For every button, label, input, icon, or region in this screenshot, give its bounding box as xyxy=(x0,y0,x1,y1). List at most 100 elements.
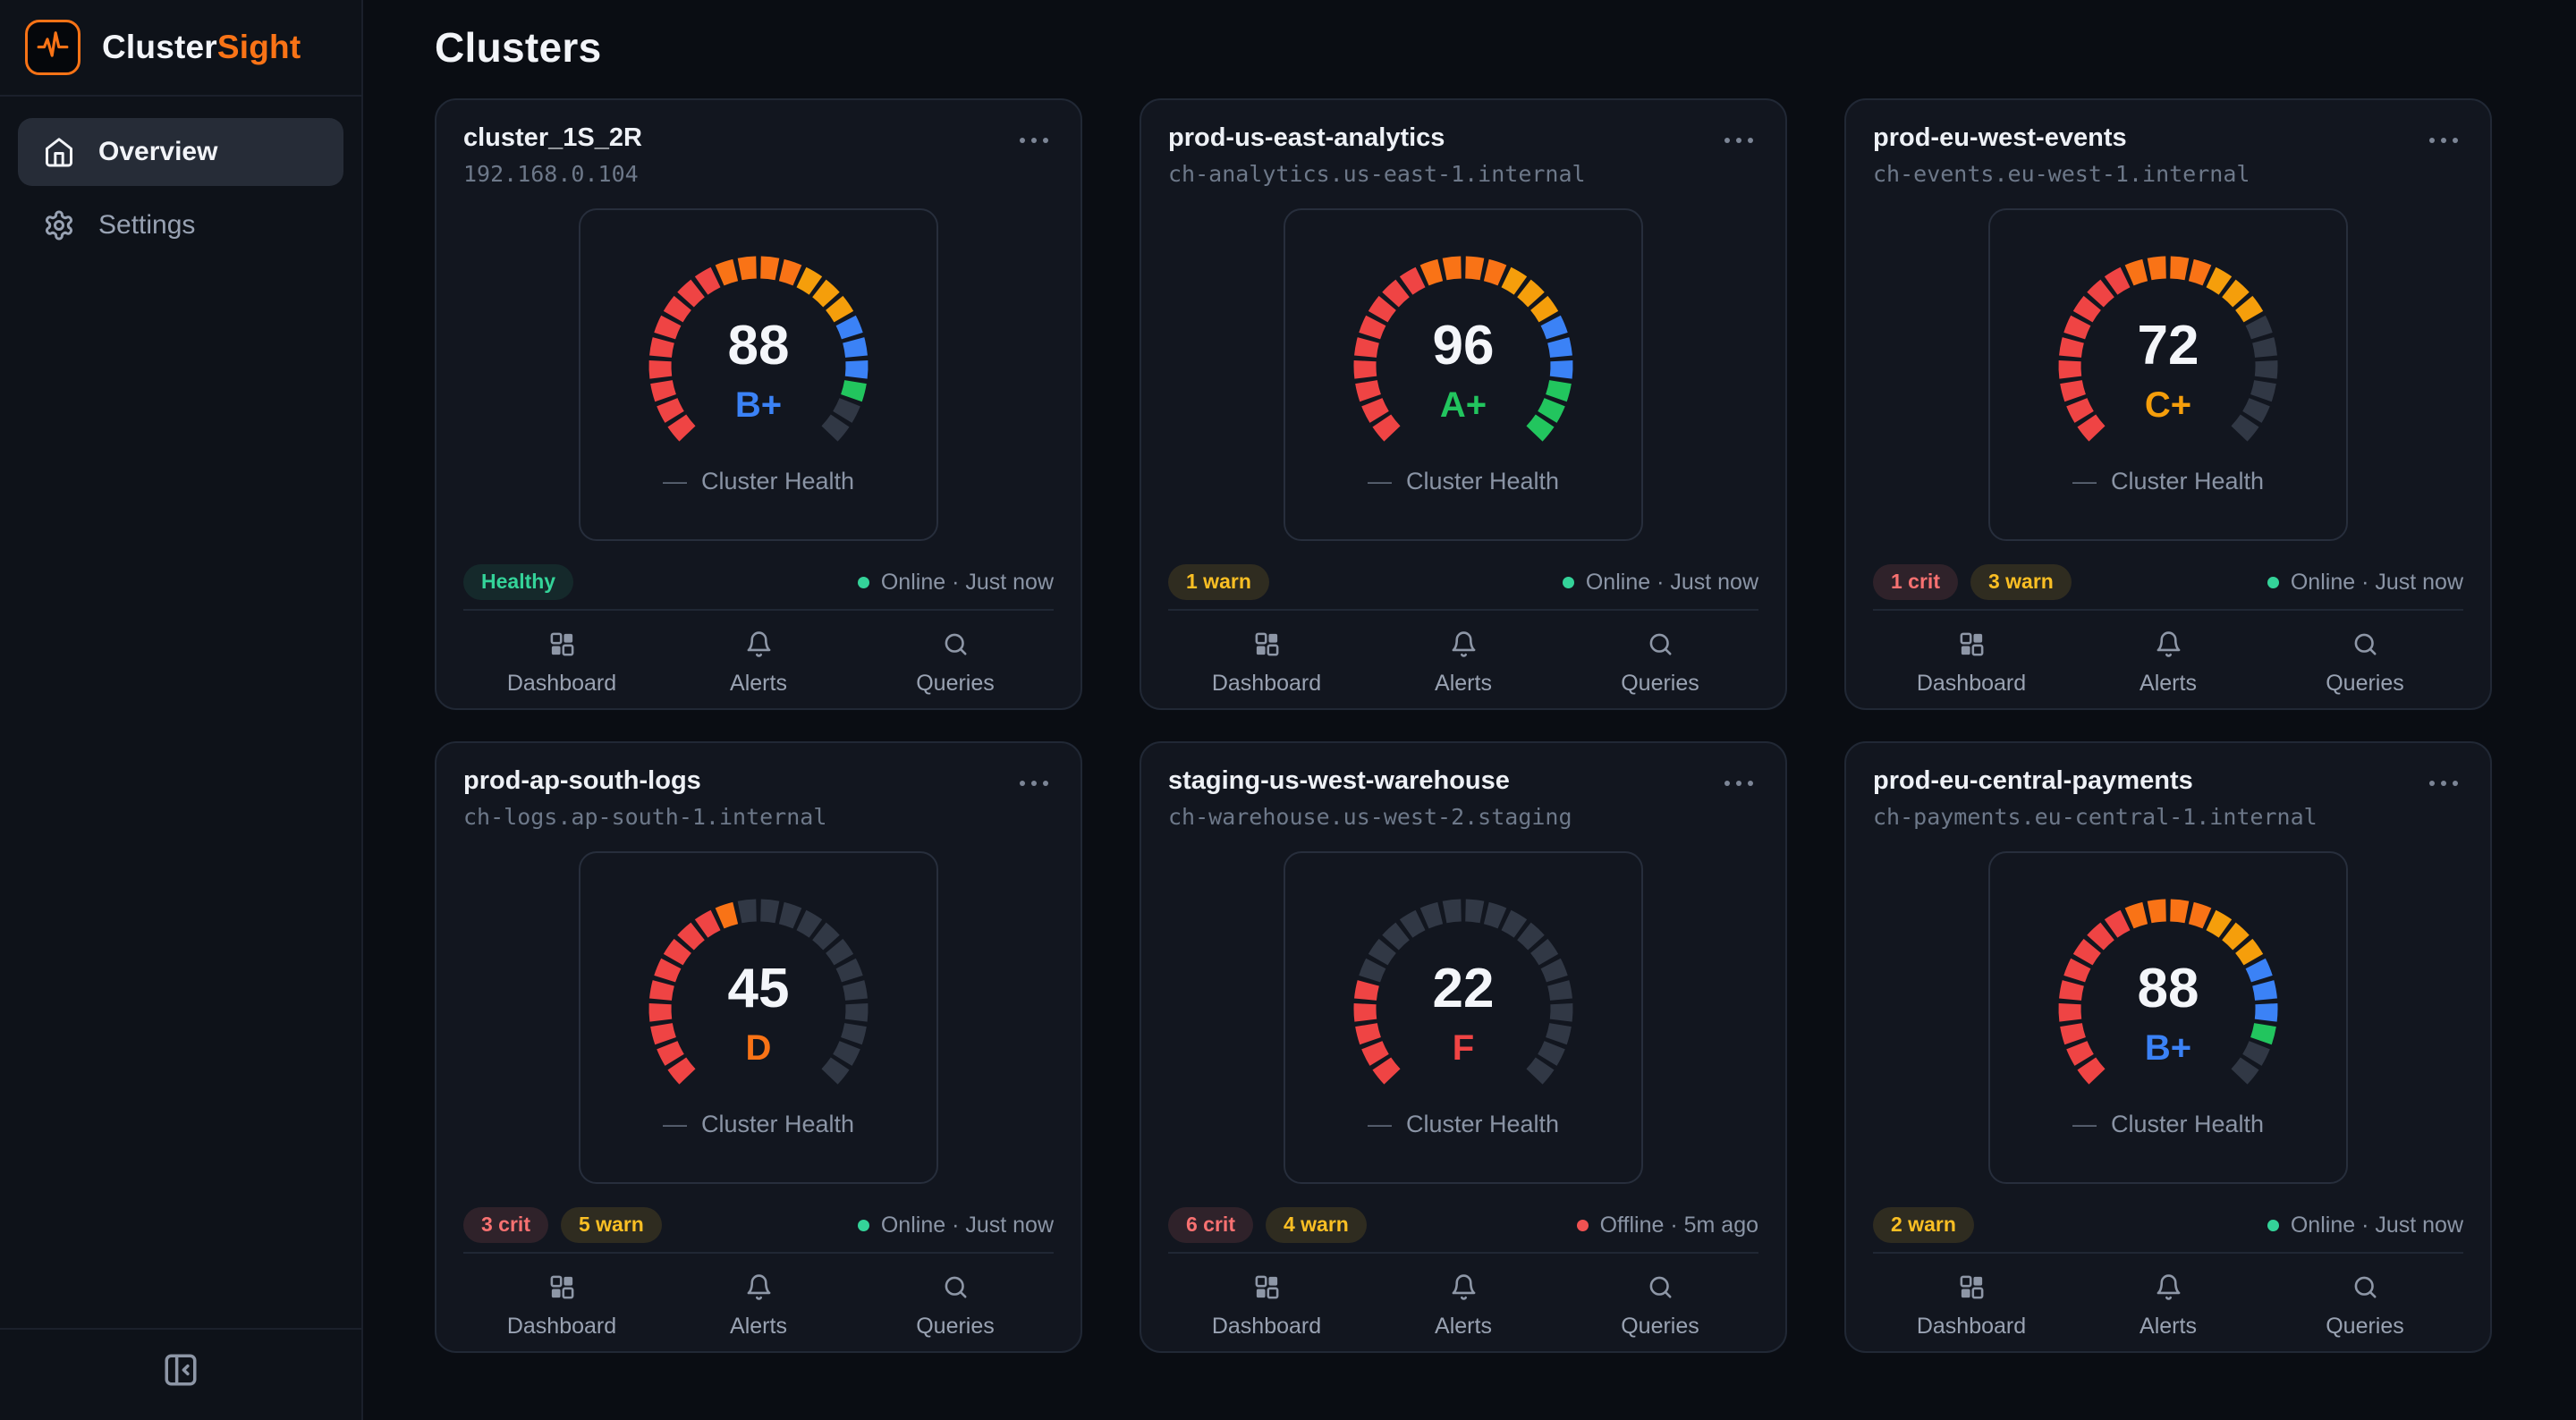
cluster-status: Online · Just now xyxy=(2267,1213,2463,1238)
legend-dash: — xyxy=(2072,468,2097,494)
health-grade: F xyxy=(1452,1028,1475,1068)
sidebar-item-label: Overview xyxy=(98,137,218,166)
bell-icon xyxy=(745,1273,773,1301)
cluster-host: ch-payments.eu-central-1.internal xyxy=(1873,804,2318,830)
action-dashboard[interactable]: Dashboard xyxy=(1168,629,1365,697)
health-grade: B+ xyxy=(2144,1028,2192,1068)
dashboard-icon xyxy=(1958,1273,1986,1301)
badge-row: 1 crit 3 warn Online · Just now xyxy=(1873,564,2463,601)
card-menu-button[interactable] xyxy=(1014,766,1054,800)
app-logo xyxy=(25,20,80,75)
action-label: Queries xyxy=(2326,671,2404,697)
action-dashboard[interactable]: Dashboard xyxy=(1168,1272,1365,1340)
card-menu-button[interactable] xyxy=(2424,123,2463,157)
card-menu-button[interactable] xyxy=(2424,766,2463,800)
action-alerts[interactable]: Alerts xyxy=(660,1272,857,1340)
card-header: cluster_1S_2R 192.168.0.104 xyxy=(463,123,1054,187)
collapse-sidebar-button[interactable] xyxy=(162,1351,199,1393)
status-text: Online · Just now xyxy=(2290,1212,2463,1238)
sidebar: ClusterSight Overview Settings xyxy=(0,0,363,1420)
badge-warn: 5 warn xyxy=(560,1207,662,1244)
cluster-card: cluster_1S_2R 192.168.0.104 88 B+ — Clus… xyxy=(435,98,1082,710)
bell-icon xyxy=(745,630,773,658)
gauge-legend: — Cluster Health xyxy=(663,468,854,495)
activity-icon xyxy=(36,29,70,67)
action-dashboard[interactable]: Dashboard xyxy=(1873,1272,2070,1340)
search-icon xyxy=(942,630,970,658)
action-label: Alerts xyxy=(2140,671,2197,697)
card-menu-button[interactable] xyxy=(1014,123,1054,157)
badges: 1 crit 3 warn xyxy=(1873,564,2072,601)
health-score: 88 xyxy=(727,315,790,376)
sidebar-footer xyxy=(0,1328,361,1420)
action-alerts[interactable]: Alerts xyxy=(660,629,857,697)
action-label: Queries xyxy=(1621,671,1699,697)
health-score: 45 xyxy=(727,958,790,1019)
action-queries[interactable]: Queries xyxy=(2267,1272,2463,1340)
legend-label: Cluster Health xyxy=(700,1111,855,1137)
cluster-card: staging-us-west-warehouse ch-warehouse.u… xyxy=(1140,741,1787,1353)
badge-crit: 3 crit xyxy=(463,1207,548,1244)
gauge-legend: — Cluster Health xyxy=(2072,1111,2264,1138)
gauge-legend: — Cluster Health xyxy=(663,1111,854,1138)
badge-row: 1 warn Online · Just now xyxy=(1168,564,1758,601)
action-label: Queries xyxy=(1621,1314,1699,1340)
page-title: Clusters xyxy=(435,24,602,71)
bell-icon xyxy=(2155,630,2182,658)
action-queries[interactable]: Queries xyxy=(2267,629,2463,697)
status-dot xyxy=(857,576,869,588)
health-gauge xyxy=(648,899,869,1085)
gauge-panel: 22 F — Cluster Health xyxy=(1284,851,1643,1184)
home-icon xyxy=(43,136,75,168)
card-menu-button[interactable] xyxy=(1719,766,1758,800)
action-label: Dashboard xyxy=(1211,671,1322,697)
cluster-status: Offline · 5m ago xyxy=(1576,1213,1758,1238)
gauge-panel: 45 D — Cluster Health xyxy=(579,851,938,1184)
health-grade: D xyxy=(745,1028,772,1068)
health-gauge xyxy=(1353,256,1573,442)
cluster-grid: cluster_1S_2R 192.168.0.104 88 B+ — Clus… xyxy=(435,98,2576,1353)
action-alerts[interactable]: Alerts xyxy=(1365,629,1562,697)
gauge-legend: — Cluster Health xyxy=(2072,468,2264,495)
badges: Healthy xyxy=(463,564,574,601)
dashboard-icon xyxy=(548,630,576,658)
cluster-card: prod-us-east-analytics ch-analytics.us-e… xyxy=(1140,98,1787,710)
cluster-name: staging-us-west-warehouse xyxy=(1168,766,1510,795)
action-alerts[interactable]: Alerts xyxy=(2070,1272,2267,1340)
action-dashboard[interactable]: Dashboard xyxy=(463,1272,660,1340)
action-queries[interactable]: Queries xyxy=(1562,629,1758,697)
health-grade: A+ xyxy=(1439,385,1487,425)
action-queries[interactable]: Queries xyxy=(1562,1272,1758,1340)
action-alerts[interactable]: Alerts xyxy=(2070,629,2267,697)
sidebar-item-overview[interactable]: Overview xyxy=(18,118,343,186)
card-actions: Dashboard Alerts Queries xyxy=(1168,609,1758,697)
sidebar-item-settings[interactable]: Settings xyxy=(18,191,343,259)
action-queries[interactable]: Queries xyxy=(857,629,1054,697)
badge-crit: 6 crit xyxy=(1168,1207,1253,1244)
action-dashboard[interactable]: Dashboard xyxy=(1873,629,2070,697)
badge-warn: 2 warn xyxy=(1873,1207,1974,1244)
health-gauge xyxy=(2058,899,2278,1085)
badge-row: 2 warn Online · Just now xyxy=(1873,1207,2463,1244)
dashboard-icon xyxy=(1958,630,1986,658)
card-actions: Dashboard Alerts Queries xyxy=(1873,609,2463,697)
cluster-card: prod-eu-west-events ch-events.eu-west-1.… xyxy=(1844,98,2492,710)
action-label: Alerts xyxy=(730,1314,787,1340)
badge-healthy: Healthy xyxy=(463,564,574,601)
badge-warn: 1 warn xyxy=(1168,564,1269,601)
cluster-card: prod-ap-south-logs ch-logs.ap-south-1.in… xyxy=(435,741,1082,1353)
card-menu-button[interactable] xyxy=(1719,123,1758,157)
legend-label: Cluster Health xyxy=(700,468,855,494)
action-queries[interactable]: Queries xyxy=(857,1272,1054,1340)
action-label: Alerts xyxy=(2140,1314,2197,1340)
health-gauge xyxy=(2058,256,2278,442)
card-actions: Dashboard Alerts Queries xyxy=(1873,1252,2463,1340)
sidebar-item-label: Settings xyxy=(98,210,196,240)
action-label: Alerts xyxy=(730,671,787,697)
search-icon xyxy=(2351,630,2379,658)
badge-warn: 4 warn xyxy=(1265,1207,1367,1244)
dashboard-icon xyxy=(1253,630,1281,658)
action-dashboard[interactable]: Dashboard xyxy=(463,629,660,697)
action-alerts[interactable]: Alerts xyxy=(1365,1272,1562,1340)
status-dot xyxy=(857,1219,869,1231)
